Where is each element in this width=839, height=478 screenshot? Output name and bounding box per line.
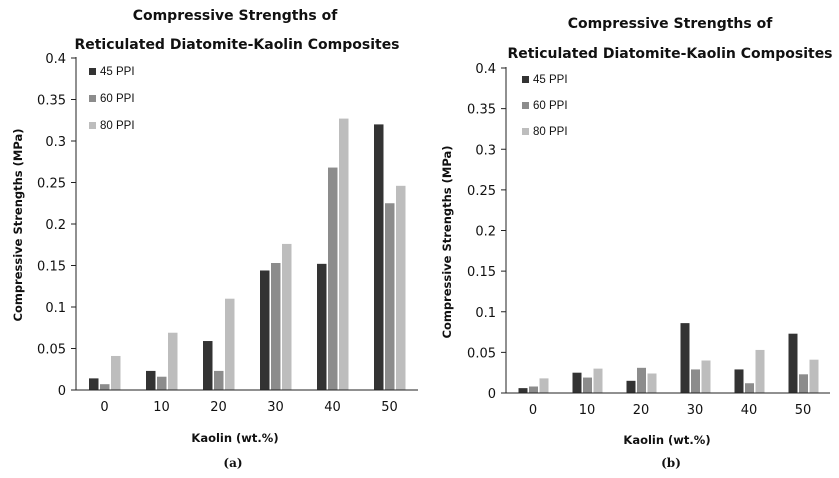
y-tick-label: 0 [488, 387, 496, 402]
bar-45-ppi-40 [734, 369, 744, 393]
bar-80-ppi-10 [593, 368, 603, 393]
bar-80-ppi-30 [701, 360, 711, 393]
y-tick-label: 0.3 [45, 135, 66, 150]
y-tick-label: 0.4 [475, 62, 496, 77]
x-tick-label: 40 [324, 400, 341, 415]
chart-title-line-2: Reticulated Diatomite-Kaolin Composites [507, 46, 832, 62]
bar-45-ppi-20 [203, 341, 213, 390]
legend-swatch [89, 68, 96, 75]
legend-swatch [522, 76, 529, 83]
y-tick-label: 0.05 [37, 343, 66, 358]
x-tick-label: 30 [267, 400, 284, 415]
x-tick-label: 10 [153, 400, 170, 415]
bar-80-ppi-50 [809, 359, 819, 393]
bar-60-ppi-40 [745, 383, 754, 393]
bar-45-ppi-10 [146, 370, 156, 390]
bar-45-ppi-30 [260, 270, 270, 390]
bar-45-ppi-50 [374, 124, 384, 391]
bar-45-ppi-0 [89, 378, 99, 390]
x-tick-label: 50 [381, 400, 398, 415]
legend-label: 80 PPI [100, 120, 135, 132]
bar-80-ppi-10 [168, 332, 178, 390]
y-tick-label: 0.25 [467, 184, 496, 199]
bar-80-ppi-40 [755, 349, 765, 393]
y-tick-label: 0 [58, 384, 66, 399]
legend-label: 45 PPI [533, 74, 568, 86]
x-tick-label: 50 [795, 403, 812, 418]
legend-label: 80 PPI [533, 126, 568, 138]
bar-60-ppi-30 [271, 263, 281, 390]
y-tick-label: 0.25 [37, 177, 66, 192]
y-tick-label: 0.35 [467, 103, 496, 118]
x-tick-label: 40 [741, 403, 758, 418]
legend-swatch [522, 128, 529, 135]
y-tick-label: 0.2 [45, 218, 66, 233]
x-tick-label: 20 [210, 400, 227, 415]
panel-label: (a) [223, 456, 242, 470]
y-axis-label: Compressive Strengths (MPa) [440, 146, 454, 339]
legend: 45 PPI 60 PPI 80 PPI [522, 74, 568, 138]
bar-60-ppi-10 [157, 376, 167, 390]
y-tick-label: 0.2 [475, 225, 496, 240]
y-tick-label: 0.3 [475, 143, 496, 158]
bar-60-ppi-0 [529, 386, 538, 393]
y-tick-label: 0.15 [37, 260, 66, 275]
x-tick-label: 20 [633, 403, 650, 418]
y-tick-label: 0.15 [467, 265, 496, 280]
bar-80-ppi-20 [647, 373, 657, 393]
bar-80-ppi-50 [396, 185, 406, 390]
legend-swatch [89, 122, 96, 129]
x-axis-label: Kaolin (wt.%) [623, 433, 710, 447]
bar-60-ppi-40 [328, 167, 338, 390]
y-tick-label: 0.05 [467, 346, 496, 361]
legend-label: 60 PPI [533, 100, 568, 112]
bar-60-ppi-50 [385, 203, 395, 390]
bar-60-ppi-30 [691, 369, 700, 393]
bar-45-ppi-30 [680, 323, 690, 393]
legend: 45 PPI 60 PPI 80 PPI [89, 66, 135, 132]
chart-panel-a: Compressive Strengths of Reticulated Diat… [11, 8, 418, 470]
chart-panel-b: Compressive Strengths of Reticulated Diat… [440, 16, 833, 470]
bar-45-ppi-10 [572, 372, 582, 393]
y-tick-label: 0.4 [45, 52, 66, 67]
x-tick-label: 30 [687, 403, 704, 418]
bar-80-ppi-30 [282, 243, 292, 390]
y-tick-label: 0.1 [475, 306, 496, 321]
bar-60-ppi-20 [637, 367, 646, 393]
bar-60-ppi-20 [214, 370, 224, 390]
legend-swatch [522, 102, 529, 109]
x-tick-label: 0 [100, 400, 108, 415]
bar-80-ppi-0 [539, 378, 549, 393]
legend-swatch [89, 95, 96, 102]
y-axis-label: Compressive Strengths (MPa) [11, 129, 25, 322]
x-tick-label: 10 [579, 403, 596, 418]
bar-80-ppi-40 [339, 118, 349, 390]
chart-title-line-1: Compressive Strengths of [568, 16, 774, 32]
bar-45-ppi-40 [317, 263, 327, 390]
bar-80-ppi-20 [225, 298, 235, 390]
bar-45-ppi-0 [518, 388, 528, 393]
legend-label: 60 PPI [100, 93, 135, 105]
y-tick-label: 0.1 [45, 301, 66, 316]
bar-60-ppi-0 [100, 384, 110, 390]
bar-45-ppi-20 [626, 380, 636, 393]
x-axis-label: Kaolin (wt.%) [191, 431, 278, 445]
bar-60-ppi-50 [799, 374, 808, 393]
bar-45-ppi-50 [788, 333, 798, 393]
y-tick-label: 0.35 [37, 94, 66, 109]
panel-label: (b) [661, 456, 681, 470]
x-tick-label: 0 [529, 403, 537, 418]
chart-title-line-2: Reticulated Diatomite-Kaolin Composites [74, 37, 399, 53]
bar-80-ppi-0 [111, 355, 121, 390]
legend-label: 45 PPI [100, 66, 135, 78]
bar-60-ppi-10 [583, 377, 592, 393]
chart-title-line-1: Compressive Strengths of [133, 8, 339, 24]
